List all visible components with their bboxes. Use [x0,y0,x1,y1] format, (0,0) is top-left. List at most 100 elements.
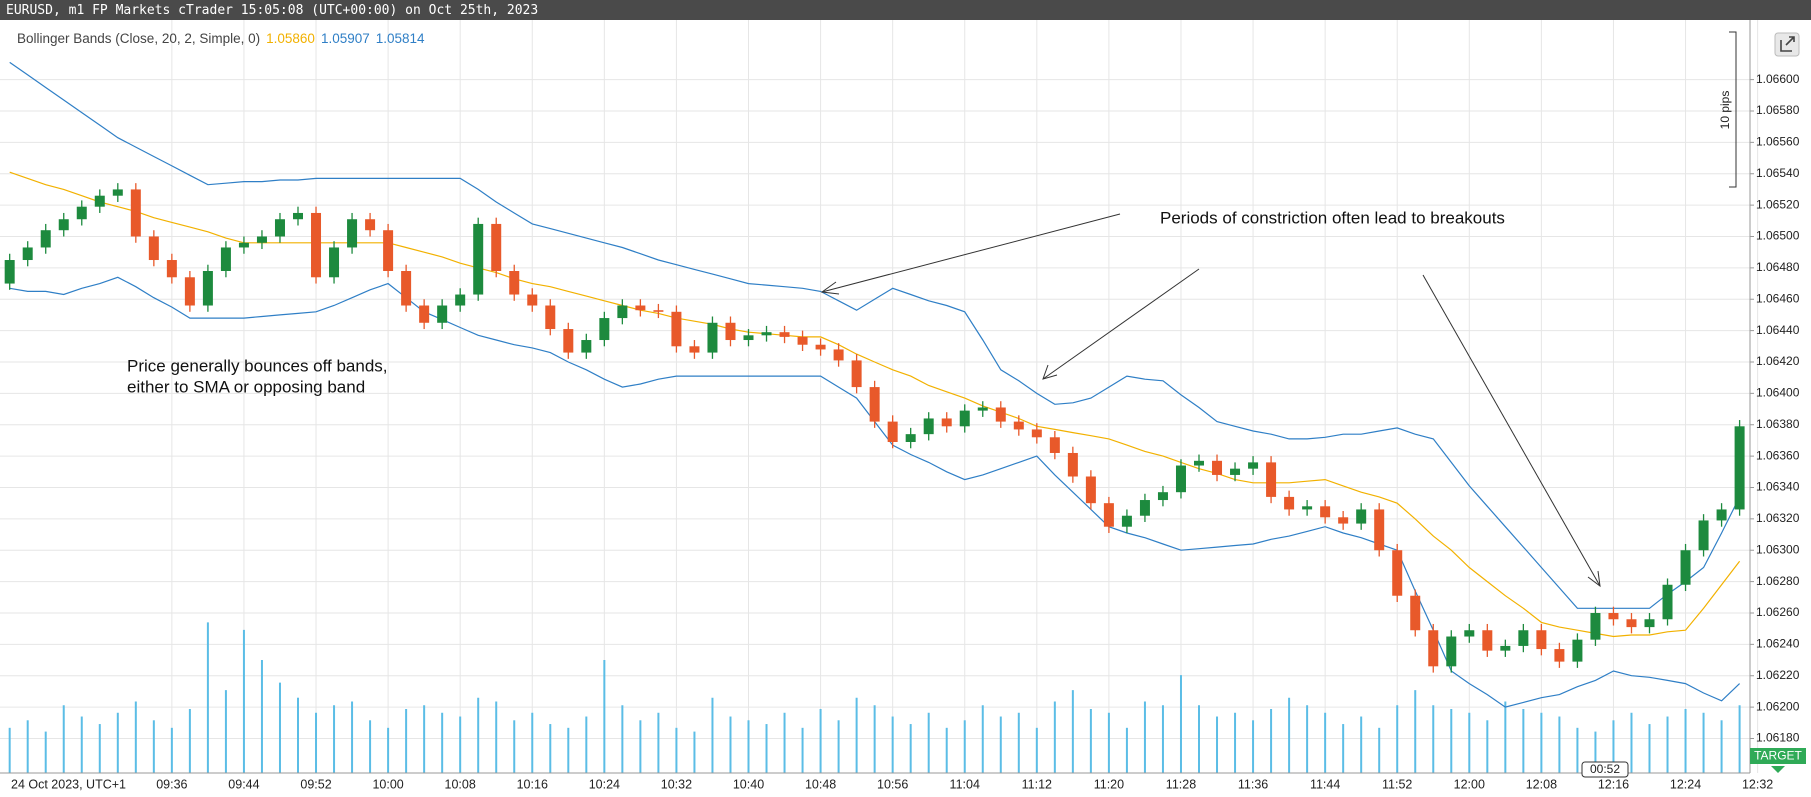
x-tick-label: 10:24 [589,777,620,791]
candle-body [419,305,430,323]
candle-body [22,247,33,261]
x-tick-label: 10:32 [661,777,692,791]
candle-body [1121,515,1132,527]
candle-body [311,212,322,278]
candle-body [1536,630,1547,650]
candle-body [1139,500,1150,516]
candle-body [1464,630,1475,637]
y-tick-label: 1.06200 [1756,699,1800,713]
target-label: TARGET [1754,749,1802,763]
candle-body [238,242,249,248]
candle-body [1067,452,1078,477]
y-tick-label: 1.06360 [1756,448,1800,462]
candle-body [707,322,718,353]
candle-body [509,271,520,295]
candle-body [58,219,69,231]
candle-body [1157,492,1168,501]
candle-body [887,421,898,442]
x-tick-label: 12:24 [1670,777,1701,791]
x-tick-label: 12:16 [1598,777,1629,791]
countdown: 00:52 [1590,762,1620,776]
y-tick-label: 1.06460 [1756,291,1800,305]
candle-body [1031,429,1042,438]
y-tick-label: 1.06500 [1756,229,1800,243]
candle-body [365,219,376,231]
candle-body [1085,476,1096,504]
candle-body [94,195,105,207]
y-tick-label: 1.06580 [1756,103,1800,117]
candle-body [779,332,790,337]
y-tick-label: 1.06260 [1756,605,1800,619]
candle-body [1428,630,1439,667]
y-tick-label: 1.06240 [1756,637,1800,651]
x-tick-label: 10:08 [445,777,476,791]
candle-body [743,335,754,341]
x-tick-label: 11:20 [1094,777,1124,791]
y-tick-label: 1.06280 [1756,574,1800,588]
indicator-label: Bollinger Bands (Close, 20, 2, Simple, 0… [17,31,260,46]
plot-background [0,20,1811,797]
y-tick-label: 1.06540 [1756,166,1800,180]
countdown-box [1581,761,1629,778]
grid [0,20,1759,773]
candle-body [941,418,952,427]
y-tick-label: 1.06340 [1756,480,1800,494]
y-tick-label: 1.06380 [1756,417,1800,431]
candle-body [455,294,466,306]
candle-body [1248,462,1259,469]
x-tick-label: 11:44 [1310,777,1340,791]
candle-body [1482,630,1493,651]
candle-body [1356,509,1367,524]
candle-body [1338,517,1349,524]
candle-body [1302,506,1313,510]
pips-label: 10 pips [1718,91,1732,130]
candle-body [923,418,934,435]
x-tick-label: 09:52 [300,777,331,791]
candle-body [1175,465,1186,493]
x-tick-label: 24 Oct 2023, UTC+1 [11,777,126,791]
candle-body [581,340,592,353]
arrow-head [820,281,840,295]
candle-body [274,219,285,237]
arrow [821,213,1121,293]
x-tick-label: 11:04 [950,777,980,791]
candle-body [329,247,340,278]
candle-body [653,310,664,312]
candle-body [599,318,610,341]
y-tick-label: 1.06420 [1756,354,1800,368]
candle-body [1392,550,1403,596]
y-tick-label: 1.06520 [1756,197,1800,211]
candle-body [689,346,700,353]
candle-body [1194,460,1204,466]
annotations: Price generally bounces off bands, either… [127,208,1505,396]
candle-body [851,360,862,388]
candle-body [1554,649,1565,662]
candle-body [1103,503,1114,527]
y-tick-label: 1.06600 [1756,72,1800,86]
x-tick-label: 11:12 [1022,777,1052,791]
candle-body [869,387,880,422]
y-tick-label: 1.06320 [1756,511,1800,525]
candle-body [256,236,267,243]
arrow [1042,268,1200,380]
indicator-readout: 1.05860 [266,31,315,46]
candle-body [1374,509,1385,551]
candle-body [1626,619,1637,628]
candle-body [112,189,123,196]
x-tick-label: 12:00 [1454,777,1485,791]
candle-body [166,260,177,278]
candle-body [1608,612,1619,620]
target-arrow [1771,766,1785,773]
candle-body [1518,630,1529,646]
target-button[interactable] [1750,748,1806,764]
candle-body [761,332,772,336]
band-line [9,61,1741,609]
candle-body [1698,520,1709,551]
candle-body [76,206,87,220]
candle-body [1572,639,1583,662]
candle-body [202,271,213,306]
window-title: EURUSD, m1 FP Markets cTrader 15:05:08 (… [6,3,538,18]
candle-body [437,305,448,323]
candle-body [905,434,916,442]
